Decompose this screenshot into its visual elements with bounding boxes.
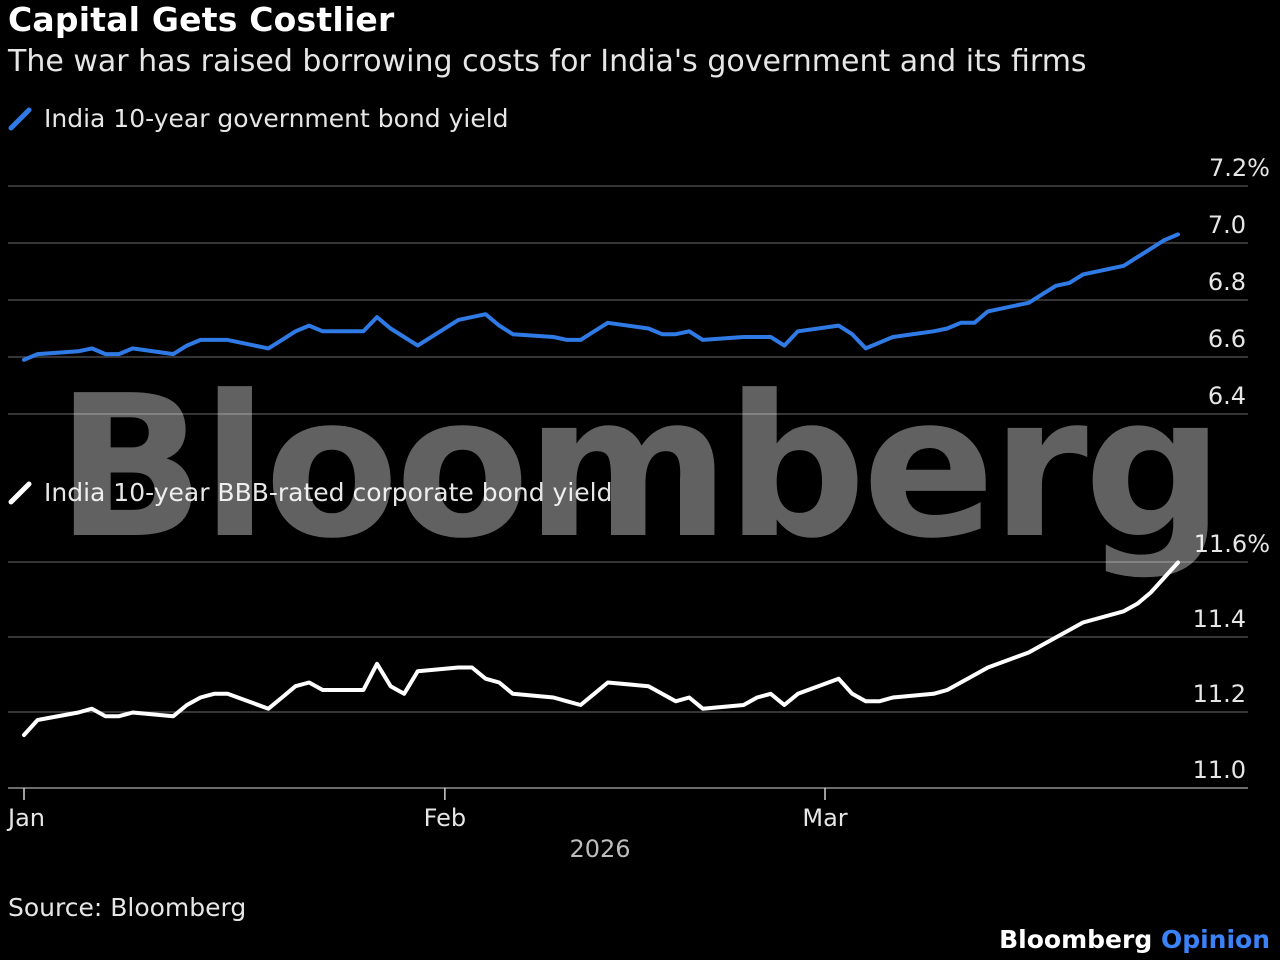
y-tick-label: 11.2: [1193, 680, 1246, 708]
y-tick-label: 11.4: [1193, 605, 1246, 633]
y-tick-label: 7.0: [1208, 211, 1246, 239]
brand-logo: Bloomberg Opinion: [999, 925, 1270, 954]
series-line-corp: [22, 560, 1180, 737]
y-tick-label: 6.4: [1208, 382, 1246, 410]
x-tick-label: Feb: [424, 804, 467, 832]
brand-accent: Opinion: [1160, 925, 1270, 954]
x-tick-label: Mar: [802, 804, 847, 832]
x-tick-label: Jan: [6, 804, 45, 832]
legend-corp-label: India 10-year BBB-rated corporate bond y…: [44, 478, 613, 507]
x-axis-year-label: 2026: [569, 835, 630, 863]
y-tick-label: 11.6%: [1194, 530, 1270, 558]
y-tick-label: 11.0: [1193, 756, 1246, 784]
legend-govt-label: India 10-year government bond yield: [44, 104, 509, 133]
legend-govt-swatch-icon: [8, 107, 32, 130]
legend-govt: India 10-year government bond yield: [8, 104, 509, 133]
source-note: Source: Bloomberg: [8, 893, 247, 922]
series-line-govt: [22, 232, 1180, 362]
chart-subtitle: The war has raised borrowing costs for I…: [8, 44, 1087, 79]
y-tick-label: 6.6: [1208, 325, 1246, 353]
watermark: Bloomberg: [56, 354, 1220, 582]
legend-corp: India 10-year BBB-rated corporate bond y…: [8, 478, 612, 507]
y-tick-label: 7.2%: [1209, 154, 1270, 182]
y-tick-label: 6.8: [1208, 268, 1246, 296]
brand-main: Bloomberg: [999, 925, 1153, 954]
legend-corp-swatch-icon: [8, 481, 32, 504]
chart-title: Capital Gets Costlier: [8, 0, 395, 39]
